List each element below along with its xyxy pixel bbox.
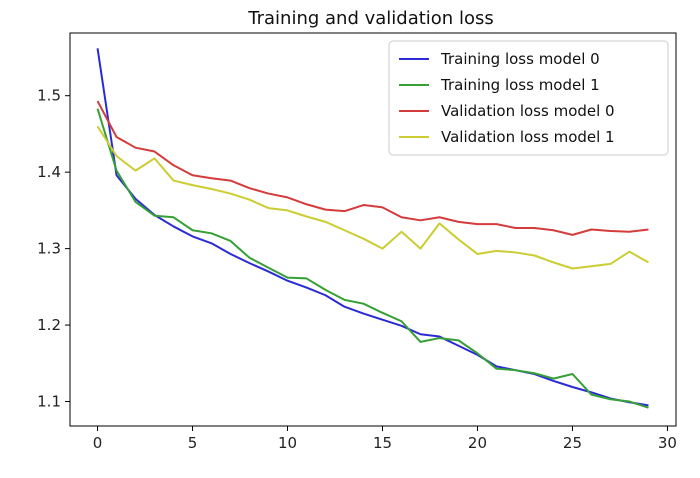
axes: 0 5 10 15 20 25 30 1.1 1.2 1.3 1.4 1.5 bbox=[37, 32, 677, 452]
y-tick-label: 1.5 bbox=[37, 87, 61, 105]
plot-frame bbox=[69, 32, 677, 427]
x-tick-label: 5 bbox=[188, 434, 198, 452]
x-tick-label: 10 bbox=[278, 434, 297, 452]
x-tick-label: 15 bbox=[373, 434, 392, 452]
series-line-validation-loss-model-1 bbox=[96, 125, 649, 270]
y-tick-label: 1.3 bbox=[37, 240, 61, 258]
legend-label: Training loss model 1 bbox=[440, 76, 600, 94]
series-line-validation-loss-model-0 bbox=[96, 100, 649, 236]
x-tick-label: 0 bbox=[93, 434, 103, 452]
x-tick-label: 20 bbox=[468, 434, 487, 452]
legend-box bbox=[388, 40, 669, 156]
y-tick-label: 1.1 bbox=[37, 393, 61, 411]
legend-label: Training loss model 0 bbox=[440, 50, 600, 68]
series-line-training-loss-model-0 bbox=[96, 48, 649, 407]
legend-label: Validation loss model 1 bbox=[441, 128, 615, 146]
legend-label: Validation loss model 0 bbox=[441, 102, 615, 120]
y-tick-label: 1.4 bbox=[37, 163, 61, 181]
legend: Training loss model 0 Training loss model… bbox=[388, 40, 669, 156]
x-tick-label: 25 bbox=[563, 434, 582, 452]
chart-title: Training and validation loss bbox=[247, 8, 493, 29]
x-tick-label: 30 bbox=[658, 434, 677, 452]
series-lines bbox=[96, 48, 649, 409]
y-tick-label: 1.2 bbox=[37, 316, 61, 334]
series-line-training-loss-model-1 bbox=[96, 108, 649, 409]
